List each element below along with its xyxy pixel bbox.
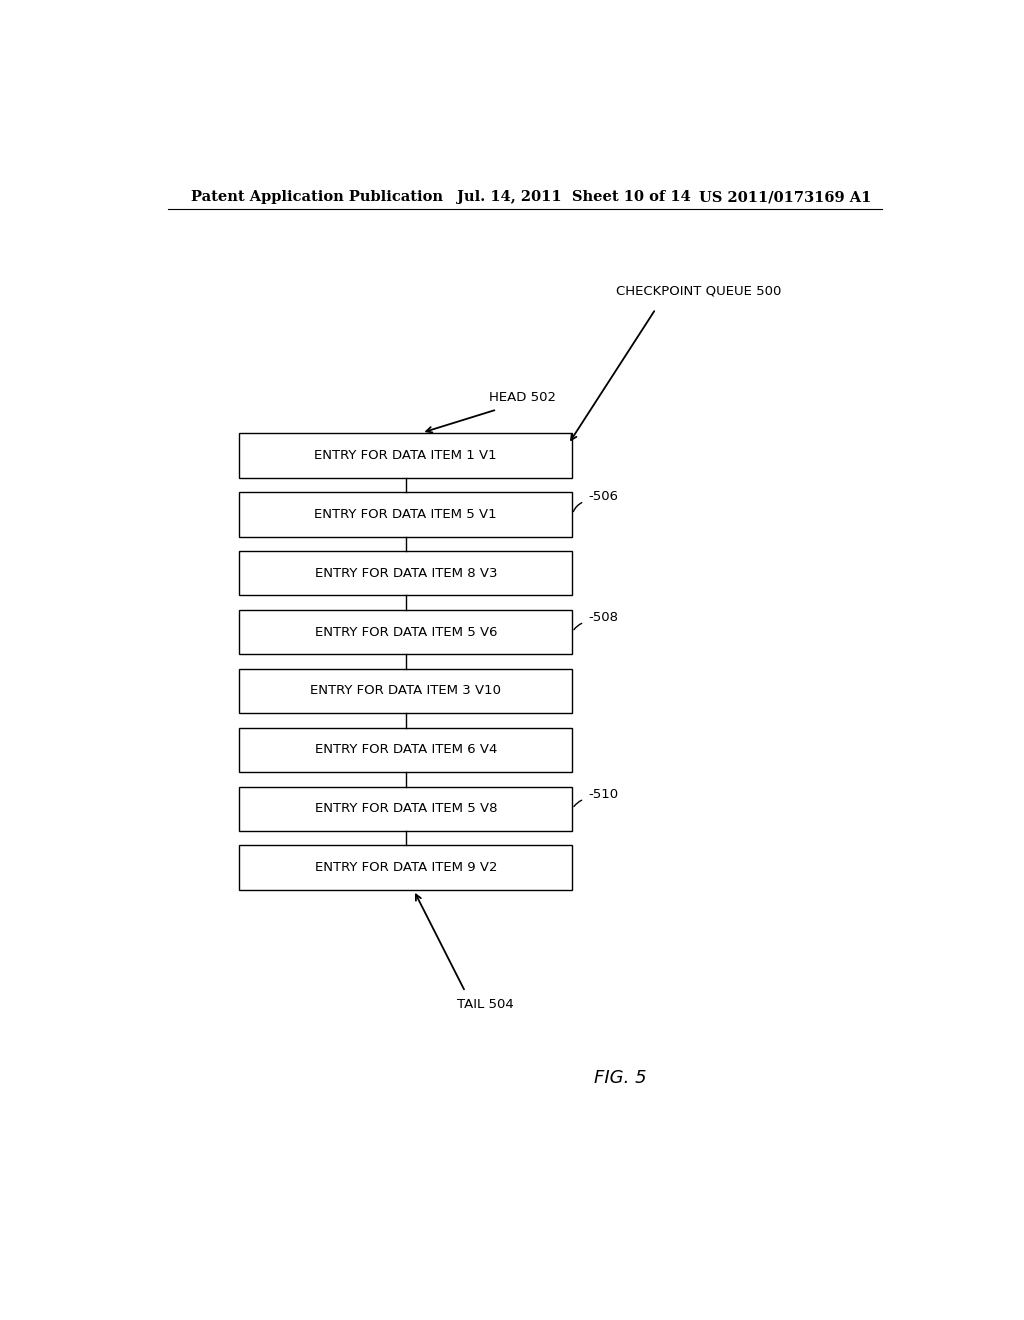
Text: ENTRY FOR DATA ITEM 8 V3: ENTRY FOR DATA ITEM 8 V3 (314, 566, 497, 579)
Bar (240, 846, 572, 890)
Text: -510: -510 (588, 788, 618, 801)
Text: ENTRY FOR DATA ITEM 5 V6: ENTRY FOR DATA ITEM 5 V6 (314, 626, 497, 639)
Text: ENTRY FOR DATA ITEM 1 V1: ENTRY FOR DATA ITEM 1 V1 (314, 449, 497, 462)
Text: US 2011/0173169 A1: US 2011/0173169 A1 (699, 190, 871, 205)
Bar (240, 610, 572, 655)
Text: TAIL 504: TAIL 504 (458, 998, 514, 1011)
Text: -508: -508 (588, 611, 618, 624)
Text: -506: -506 (588, 490, 618, 503)
Text: Patent Application Publication: Patent Application Publication (191, 190, 443, 205)
Text: ENTRY FOR DATA ITEM 5 V1: ENTRY FOR DATA ITEM 5 V1 (314, 508, 497, 520)
Text: FIG. 5: FIG. 5 (594, 1069, 646, 1088)
Bar (240, 550, 572, 595)
Bar (240, 669, 572, 713)
Text: HEAD 502: HEAD 502 (489, 391, 556, 404)
Text: ENTRY FOR DATA ITEM 3 V10: ENTRY FOR DATA ITEM 3 V10 (310, 685, 502, 697)
Text: ENTRY FOR DATA ITEM 9 V2: ENTRY FOR DATA ITEM 9 V2 (314, 862, 497, 874)
Bar (240, 433, 572, 478)
Text: CHECKPOINT QUEUE 500: CHECKPOINT QUEUE 500 (616, 284, 781, 297)
Text: Jul. 14, 2011  Sheet 10 of 14: Jul. 14, 2011 Sheet 10 of 14 (458, 190, 691, 205)
Text: ENTRY FOR DATA ITEM 5 V8: ENTRY FOR DATA ITEM 5 V8 (314, 803, 497, 816)
Text: ENTRY FOR DATA ITEM 6 V4: ENTRY FOR DATA ITEM 6 V4 (314, 743, 497, 756)
Bar (240, 727, 572, 772)
Bar (240, 787, 572, 832)
Bar (240, 492, 572, 536)
